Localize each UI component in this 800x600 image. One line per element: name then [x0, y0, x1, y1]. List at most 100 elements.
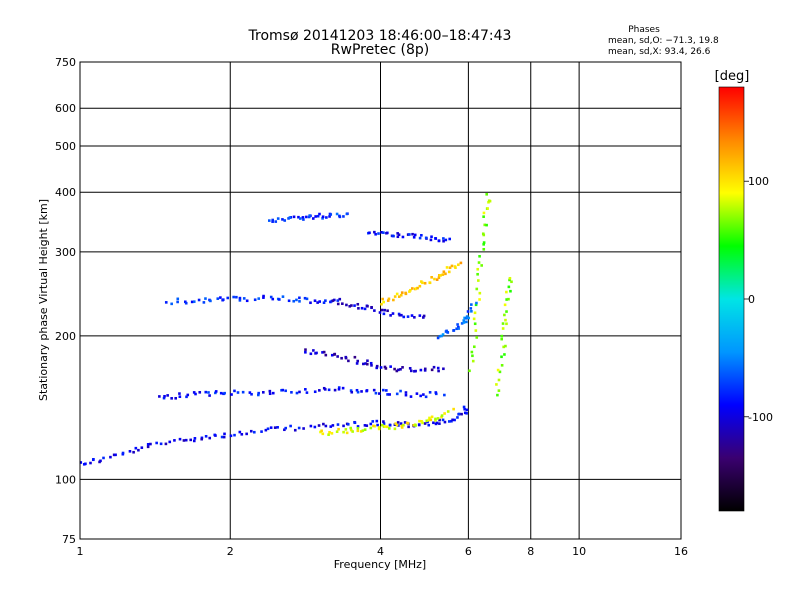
echo-point	[233, 433, 236, 437]
echo-point	[441, 333, 445, 336]
echo-point	[409, 288, 412, 292]
echo-point	[322, 301, 326, 304]
echo-point	[184, 301, 188, 305]
echo-point	[335, 212, 339, 216]
echo-point	[271, 297, 275, 301]
echo-point	[312, 349, 315, 352]
echo-point	[204, 434, 208, 438]
echo-point	[371, 420, 375, 423]
echo-point	[295, 391, 299, 395]
echo-point	[333, 352, 337, 356]
echo-point	[398, 313, 402, 317]
echo-point	[414, 287, 418, 290]
echo-point	[457, 325, 460, 329]
echo-point	[166, 394, 169, 397]
echo-point	[344, 355, 348, 359]
echo-point	[400, 426, 404, 429]
echo-point	[303, 296, 307, 300]
echo-point	[366, 359, 369, 363]
echo-point	[220, 435, 224, 439]
echo-point	[471, 354, 474, 358]
echo-point	[299, 217, 302, 220]
echo-point	[374, 391, 378, 395]
echo-point	[121, 451, 125, 455]
echo-point	[482, 211, 486, 215]
echo-point	[471, 359, 475, 363]
echo-point	[320, 429, 323, 433]
echo-point	[504, 344, 507, 348]
echo-point	[474, 329, 478, 332]
echo-point	[475, 336, 479, 339]
y-tick-label: 75	[62, 533, 76, 546]
echo-point	[470, 310, 473, 313]
echo-point	[419, 368, 423, 372]
echo-point	[321, 215, 325, 219]
echo-point	[370, 305, 373, 309]
echo-point	[475, 301, 478, 305]
echo-point	[316, 214, 320, 218]
echo-point	[418, 419, 421, 423]
echo-point	[276, 426, 279, 429]
echo-point	[274, 220, 278, 223]
echo-point	[395, 292, 399, 296]
echo-point	[380, 308, 384, 312]
echo-point	[435, 421, 439, 425]
stats-heading: Phases	[628, 25, 660, 35]
echo-point	[375, 419, 379, 423]
echo-point	[235, 295, 238, 299]
echo-point	[476, 272, 479, 276]
echo-point	[204, 390, 208, 394]
echo-point	[146, 443, 150, 446]
echo-point	[386, 393, 389, 396]
echo-point	[351, 430, 354, 433]
y-tick-label: 400	[55, 186, 76, 199]
echo-point	[323, 388, 327, 391]
echo-point	[385, 425, 389, 429]
echo-point	[379, 366, 383, 369]
echo-point	[498, 370, 502, 374]
echo-point	[347, 359, 350, 363]
echo-point	[189, 438, 192, 442]
echo-point	[336, 423, 340, 426]
echo-point	[336, 299, 340, 302]
echo-point	[399, 389, 402, 393]
echo-point	[413, 233, 417, 237]
echo-point	[485, 223, 488, 227]
echo-point	[327, 433, 330, 436]
echo-point	[377, 232, 380, 235]
echo-point	[395, 369, 399, 373]
echo-point	[380, 302, 383, 306]
echo-point	[411, 287, 414, 290]
echo-point	[500, 337, 504, 341]
echo-point	[200, 437, 203, 441]
echo-point	[271, 391, 275, 395]
echo-point	[349, 426, 353, 430]
echo-point	[238, 430, 242, 434]
echo-point	[442, 367, 445, 371]
echo-point	[472, 345, 476, 349]
echo-point	[262, 391, 265, 394]
echo-trace	[304, 348, 445, 373]
echo-point	[341, 302, 344, 305]
y-tick-label: 750	[55, 56, 76, 69]
echo-point	[382, 388, 385, 392]
echo-point	[241, 390, 245, 394]
echo-point	[412, 424, 415, 427]
echo-point	[423, 422, 427, 425]
colorbar-tick-label: -100	[748, 411, 773, 424]
echo-point	[245, 299, 249, 303]
echo-point	[401, 366, 404, 369]
echo-point	[500, 364, 504, 367]
echo-point	[440, 334, 443, 338]
echo-point	[335, 430, 339, 434]
echo-point	[383, 425, 387, 428]
echo-point	[318, 212, 321, 216]
echo-point	[366, 304, 369, 308]
echo-point	[389, 365, 392, 368]
echo-point	[264, 428, 268, 432]
echo-trace	[367, 230, 452, 243]
echo-point	[245, 432, 248, 436]
echo-point	[283, 219, 287, 222]
echo-point	[376, 423, 379, 427]
echo-point	[184, 438, 188, 442]
